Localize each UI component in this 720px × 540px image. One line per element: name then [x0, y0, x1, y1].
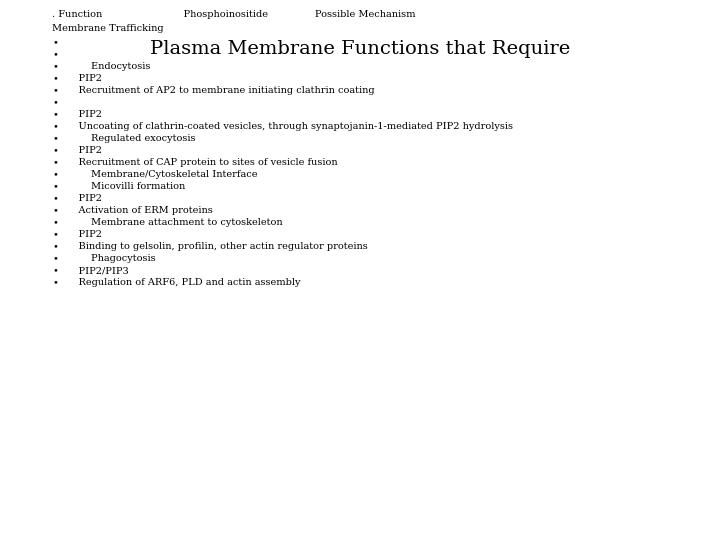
Text: •: • — [52, 266, 58, 275]
Text: PIP2: PIP2 — [66, 110, 102, 119]
Text: •: • — [52, 62, 58, 71]
Text: •: • — [52, 134, 58, 143]
Text: PIP2: PIP2 — [66, 146, 102, 155]
Text: •: • — [52, 38, 58, 47]
Text: Membrane Trafficking: Membrane Trafficking — [52, 24, 163, 33]
Text: •: • — [52, 182, 58, 191]
Text: •: • — [52, 218, 58, 227]
Text: •: • — [52, 146, 58, 155]
Text: •: • — [52, 110, 58, 119]
Text: Recruitment of CAP protein to sites of vesicle fusion: Recruitment of CAP protein to sites of v… — [66, 158, 338, 167]
Text: •: • — [52, 254, 58, 263]
Text: •: • — [52, 50, 58, 59]
Text: Membrane attachment to cytoskeleton: Membrane attachment to cytoskeleton — [66, 218, 283, 227]
Text: •: • — [52, 86, 58, 95]
Text: . Function                          Phosphoinositide               Possible Mech: . Function Phosphoinositide Possible Mec… — [52, 10, 415, 19]
Text: Regulation of ARF6, PLD and actin assembly: Regulation of ARF6, PLD and actin assemb… — [66, 278, 300, 287]
Text: Uncoating of clathrin-coated vesicles, through synaptojanin-1-mediated PIP2 hydr: Uncoating of clathrin-coated vesicles, t… — [66, 122, 513, 131]
Text: •: • — [52, 74, 58, 83]
Text: •: • — [52, 230, 58, 239]
Text: •: • — [52, 194, 58, 203]
Text: •: • — [52, 122, 58, 131]
Text: Endocytosis: Endocytosis — [66, 62, 150, 71]
Text: •: • — [52, 206, 58, 215]
Text: Regulated exocytosis: Regulated exocytosis — [66, 134, 196, 143]
Text: PIP2: PIP2 — [66, 230, 102, 239]
Text: •: • — [52, 242, 58, 251]
Text: Activation of ERM proteins: Activation of ERM proteins — [66, 206, 212, 215]
Text: PIP2: PIP2 — [66, 194, 102, 203]
Text: Micovilli formation: Micovilli formation — [66, 182, 185, 191]
Text: Membrane/Cytoskeletal Interface: Membrane/Cytoskeletal Interface — [66, 170, 258, 179]
Text: Plasma Membrane Functions that Require: Plasma Membrane Functions that Require — [150, 40, 570, 58]
Text: •: • — [52, 98, 58, 107]
Text: PIP2/PIP3: PIP2/PIP3 — [66, 266, 129, 275]
Text: •: • — [52, 278, 58, 287]
Text: •: • — [52, 170, 58, 179]
Text: •: • — [52, 158, 58, 167]
Text: Phagocytosis: Phagocytosis — [66, 254, 156, 263]
Text: Binding to gelsolin, profilin, other actin regulator proteins: Binding to gelsolin, profilin, other act… — [66, 242, 368, 251]
Text: Recruitment of AP2 to membrane initiating clathrin coating: Recruitment of AP2 to membrane initiatin… — [66, 86, 374, 95]
Text: PIP2: PIP2 — [66, 74, 102, 83]
